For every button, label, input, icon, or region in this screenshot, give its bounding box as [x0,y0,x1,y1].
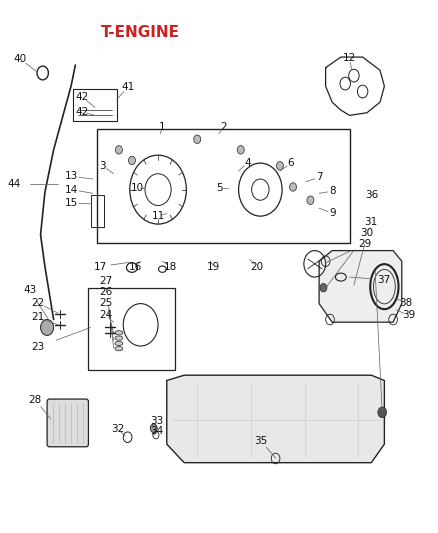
Circle shape [194,135,201,143]
Text: 1: 1 [159,122,166,132]
Text: 19: 19 [207,262,220,271]
Text: 28: 28 [29,395,42,405]
Polygon shape [319,251,402,322]
Text: 15: 15 [65,198,78,208]
Ellipse shape [115,330,123,335]
Text: 38: 38 [399,297,413,308]
Circle shape [378,407,387,418]
Text: 27: 27 [99,276,113,286]
Bar [91,195,104,227]
Text: 42: 42 [75,92,88,102]
Text: 2: 2 [220,122,226,132]
Text: 21: 21 [31,312,44,322]
Circle shape [116,146,122,154]
Text: 10: 10 [131,183,144,193]
Circle shape [237,146,244,154]
Text: 36: 36 [365,190,378,200]
Polygon shape [167,375,385,463]
Text: 12: 12 [343,53,356,63]
Text: 16: 16 [129,262,142,271]
Text: 3: 3 [99,161,106,171]
Text: T-ENGINE: T-ENGINE [101,25,180,41]
Text: 44: 44 [8,179,21,189]
Text: 4: 4 [244,158,251,168]
Text: 35: 35 [254,437,268,447]
Text: 40: 40 [13,54,26,63]
Text: 17: 17 [94,262,107,271]
Text: 32: 32 [111,424,125,434]
Circle shape [307,196,314,205]
Bar [97,128,350,243]
Circle shape [320,284,327,292]
Ellipse shape [115,346,123,351]
Circle shape [41,319,53,335]
Text: 34: 34 [151,426,164,436]
Text: 13: 13 [65,172,78,181]
Text: 25: 25 [99,297,113,308]
Circle shape [150,424,157,432]
Text: 24: 24 [99,310,113,320]
Text: 29: 29 [358,239,371,249]
Text: 8: 8 [329,186,336,196]
Circle shape [276,161,283,170]
Circle shape [290,183,297,191]
Text: 5: 5 [216,183,223,193]
Ellipse shape [115,341,123,345]
Text: 23: 23 [31,342,44,352]
Text: 43: 43 [23,285,36,295]
Bar [73,89,117,120]
Text: 9: 9 [330,208,336,219]
FancyBboxPatch shape [47,399,88,447]
Text: 18: 18 [164,262,177,271]
Circle shape [128,156,135,165]
Text: 31: 31 [364,217,377,227]
Text: 20: 20 [251,262,264,271]
Text: 37: 37 [377,274,390,285]
Text: 11: 11 [152,211,165,221]
Text: 14: 14 [65,184,78,195]
Bar [88,288,176,370]
Text: 42: 42 [75,107,88,117]
Text: 30: 30 [360,228,374,238]
Text: 6: 6 [287,158,294,168]
Text: 7: 7 [316,172,322,182]
Ellipse shape [115,336,123,340]
Text: 26: 26 [99,287,113,297]
Text: 39: 39 [402,310,415,320]
Text: 41: 41 [121,82,134,92]
Text: 33: 33 [151,416,164,426]
Text: 22: 22 [31,297,44,308]
